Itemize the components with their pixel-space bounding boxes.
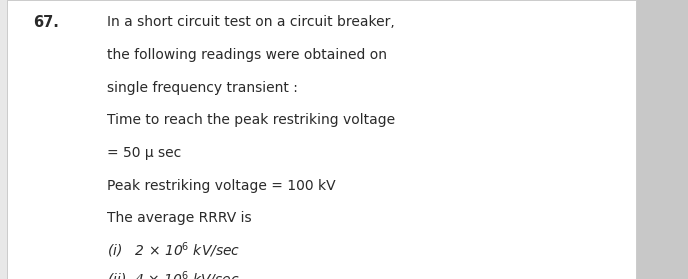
Text: = 50 μ sec: = 50 μ sec bbox=[107, 146, 181, 160]
Text: The average RRRV is: The average RRRV is bbox=[107, 211, 251, 225]
Text: Peak restriking voltage = 100 kV: Peak restriking voltage = 100 kV bbox=[107, 179, 335, 193]
FancyBboxPatch shape bbox=[7, 0, 636, 279]
Text: (ii)  4 × 10$^{6}$ kV/sec: (ii) 4 × 10$^{6}$ kV/sec bbox=[107, 270, 239, 279]
Text: In a short circuit test on a circuit breaker,: In a short circuit test on a circuit bre… bbox=[107, 15, 394, 29]
FancyBboxPatch shape bbox=[637, 0, 688, 279]
Text: the following readings were obtained on: the following readings were obtained on bbox=[107, 48, 387, 62]
Text: (i)   2 × 10$^{6}$ kV/sec: (i) 2 × 10$^{6}$ kV/sec bbox=[107, 240, 240, 260]
Text: 67.: 67. bbox=[33, 15, 59, 30]
Text: single frequency transient :: single frequency transient : bbox=[107, 81, 297, 95]
Text: Time to reach the peak restriking voltage: Time to reach the peak restriking voltag… bbox=[107, 113, 395, 127]
